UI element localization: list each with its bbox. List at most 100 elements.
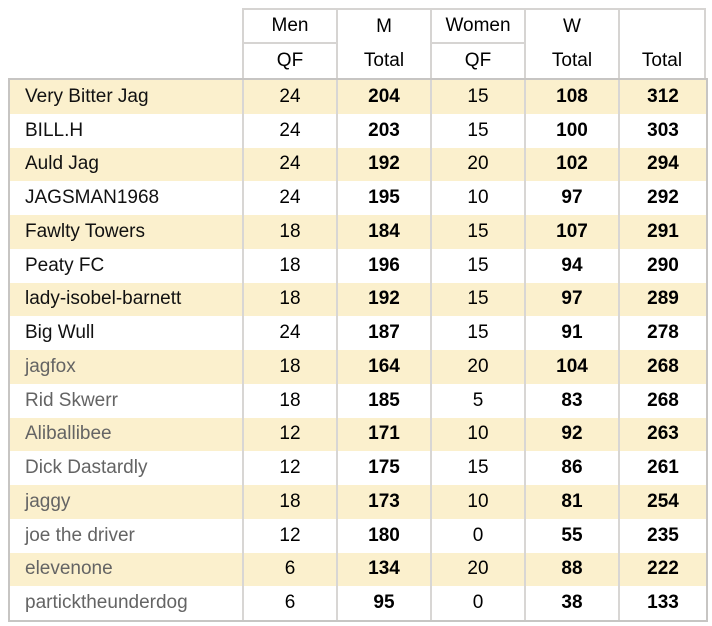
women-total-cell: 83: [524, 383, 618, 418]
men-total-cell: 196: [336, 248, 430, 283]
player-name-cell: Big Wull: [25, 322, 95, 344]
women-qf-cell: 20: [430, 552, 524, 587]
overall-total-cell: 254: [618, 485, 706, 519]
table-row: Fawlty Towers 18 184 15 107 291: [10, 215, 706, 249]
women-qf-cell: 15: [430, 80, 524, 114]
header-men-label: Men: [244, 10, 336, 44]
table-row: Auld Jag 24 192 20 102 294: [10, 147, 706, 182]
men-total-cell: 95: [336, 586, 430, 620]
men-qf-cell: 18: [242, 215, 336, 249]
women-qf-cell: 20: [430, 350, 524, 384]
men-total-cell: 192: [336, 147, 430, 182]
women-qf-cell: 15: [430, 316, 524, 350]
player-name-cell: joe the driver: [25, 524, 135, 546]
women-qf-cell: 15: [430, 113, 524, 148]
table-row: Peaty FC 18 196 15 94 290: [10, 248, 706, 283]
table-row: Aliballibee 12 171 10 92 263: [10, 417, 706, 452]
header-m-label: M: [376, 16, 392, 37]
overall-total-cell: 261: [618, 451, 706, 485]
women-total-cell: 92: [524, 417, 618, 452]
women-qf-cell: 15: [430, 451, 524, 485]
women-qf-cell: 0: [430, 586, 524, 620]
men-qf-cell: 24: [242, 316, 336, 350]
table-row: elevenone 6 134 20 88 222: [10, 552, 706, 587]
women-total-cell: 97: [524, 181, 618, 215]
overall-total-cell: 294: [618, 147, 706, 182]
women-total-cell: 91: [524, 316, 618, 350]
table-row: jaggy 18 173 10 81 254: [10, 485, 706, 519]
men-total-cell: 195: [336, 181, 430, 215]
table-row: Dick Dastardly 12 175 15 86 261: [10, 451, 706, 485]
overall-total-cell: 263: [618, 417, 706, 452]
overall-total-cell: 291: [618, 215, 706, 249]
men-total-cell: 192: [336, 282, 430, 317]
women-total-cell: 55: [524, 518, 618, 553]
player-name-cell: Dick Dastardly: [25, 457, 148, 479]
overall-total-cell: 303: [618, 113, 706, 148]
men-qf-cell: 6: [242, 586, 336, 620]
player-name-cell: lady-isobel-barnett: [25, 288, 182, 310]
header-blank-label: [620, 10, 704, 44]
women-total-cell: 108: [524, 80, 618, 114]
women-total-cell: 107: [524, 215, 618, 249]
men-qf-cell: 24: [242, 80, 336, 114]
women-total-cell: 88: [524, 552, 618, 587]
women-qf-cell: 10: [430, 181, 524, 215]
men-qf-cell: 12: [242, 417, 336, 452]
men-qf-cell: 12: [242, 518, 336, 553]
header-w-label: W: [563, 16, 581, 37]
men-qf-cell: 18: [242, 485, 336, 519]
overall-total-cell: 133: [618, 586, 706, 620]
player-name-cell: Rid Skwerr: [25, 389, 118, 411]
women-total-cell: 94: [524, 248, 618, 283]
overall-total-cell: 235: [618, 518, 706, 553]
overall-total-cell: 312: [618, 80, 706, 114]
player-name-cell: Auld Jag: [25, 153, 99, 175]
header-w-total-group: W Total: [524, 8, 618, 78]
overall-total-cell: 268: [618, 383, 706, 418]
player-name-cell: particktheunderdog: [25, 592, 188, 614]
women-qf-cell: 15: [430, 282, 524, 317]
men-total-cell: 185: [336, 383, 430, 418]
men-qf-cell: 6: [242, 552, 336, 587]
table-row: particktheunderdog 6 95 0 38 133: [10, 586, 706, 620]
women-qf-cell: 10: [430, 485, 524, 519]
player-name-cell: Fawlty Towers: [25, 220, 146, 242]
women-total-cell: 81: [524, 485, 618, 519]
table-row: lady-isobel-barnett 18 192 15 97 289: [10, 282, 706, 317]
table-row: JAGSMAN1968 24 195 10 97 292: [10, 181, 706, 215]
women-total-cell: 100: [524, 113, 618, 148]
player-name-cell: JAGSMAN1968: [25, 187, 160, 209]
player-name-cell: jaggy: [25, 490, 71, 512]
player-name-cell: Very Bitter Jag: [25, 85, 149, 107]
women-qf-cell: 20: [430, 147, 524, 182]
men-total-cell: 171: [336, 417, 430, 452]
men-qf-cell: 18: [242, 350, 336, 384]
header-women-group: Women QF: [430, 8, 524, 78]
player-name-cell: BILL.H: [25, 119, 84, 141]
header-men-qf-label: QF: [276, 50, 304, 71]
player-name-cell: elevenone: [25, 558, 113, 580]
men-total-cell: 184: [336, 215, 430, 249]
women-total-cell: 104: [524, 350, 618, 384]
header-w-total-label: Total: [551, 50, 593, 71]
overall-total-cell: 278: [618, 316, 706, 350]
men-qf-cell: 24: [242, 113, 336, 148]
women-total-cell: 97: [524, 282, 618, 317]
header-m-total-label: Total: [363, 50, 405, 71]
women-total-cell: 38: [524, 586, 618, 620]
men-total-cell: 203: [336, 113, 430, 148]
women-qf-cell: 5: [430, 383, 524, 418]
overall-total-cell: 292: [618, 181, 706, 215]
women-qf-cell: 0: [430, 518, 524, 553]
men-total-cell: 164: [336, 350, 430, 384]
header-name-spacer: [8, 8, 242, 78]
leaderboard-table: Men QF M Total Women QF W Total Total: [8, 8, 708, 622]
table-body: Very Bitter Jag 24 204 15 108 312 BILL.H…: [8, 78, 708, 622]
header-women-qf-label: QF: [464, 50, 492, 71]
men-qf-cell: 24: [242, 147, 336, 182]
table-row: Rid Skwerr 18 185 5 83 268: [10, 383, 706, 418]
table-row: Very Bitter Jag 24 204 15 108 312: [10, 80, 706, 114]
men-qf-cell: 24: [242, 181, 336, 215]
